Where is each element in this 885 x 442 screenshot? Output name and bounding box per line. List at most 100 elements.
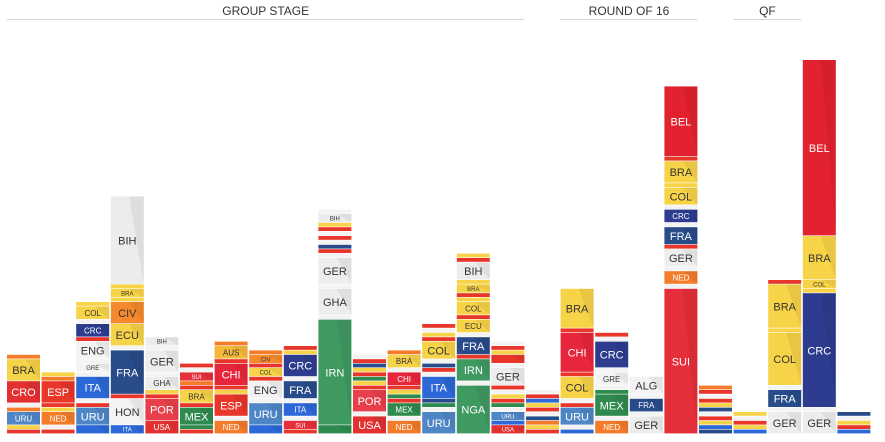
- segment-other1-14-11[interactable]: [456, 293, 490, 297]
- segment-other1-10-13[interactable]: [318, 227, 352, 231]
- segment-bih-4-11[interactable]: [110, 196, 144, 284]
- segment-sui-20-1[interactable]: [664, 288, 698, 434]
- segment-other1-16-9[interactable]: [526, 394, 559, 399]
- segment-other2-21-7[interactable]: [699, 403, 732, 407]
- segment-other1-12-4[interactable]: [387, 398, 421, 403]
- segment-other5-18-2[interactable]: [595, 416, 629, 421]
- segment-other7-16-4[interactable]: [526, 416, 559, 421]
- segment-other5-3-6[interactable]: [76, 372, 110, 377]
- segment-other1-8-7[interactable]: [249, 363, 283, 368]
- segment-other5-10-3[interactable]: [318, 315, 352, 319]
- segment-other1-22-3[interactable]: [733, 420, 767, 425]
- segment-crc-3-11[interactable]: [76, 324, 110, 337]
- segment-other7-21-1[interactable]: [699, 429, 732, 434]
- segment-other5-11-2[interactable]: [353, 412, 386, 416]
- segment-other2-9-9[interactable]: [283, 350, 317, 355]
- segment-other2-11-8[interactable]: [353, 368, 386, 372]
- segment-ger-10-6[interactable]: [318, 258, 352, 284]
- segment-other2-1-2[interactable]: [7, 425, 40, 429]
- segment-other1-16-6[interactable]: [526, 407, 559, 412]
- segment-other2-4-8[interactable]: [110, 297, 144, 302]
- segment-sui-6-8[interactable]: [180, 372, 213, 381]
- segment-other5-10-7[interactable]: [318, 253, 352, 258]
- segment-other2-24-4[interactable]: [802, 288, 836, 293]
- segment-other6-15-5[interactable]: [491, 403, 525, 407]
- segment-other1-13-11[interactable]: [422, 337, 456, 341]
- segment-hon-4-2[interactable]: [110, 398, 144, 425]
- segment-other1-7-5[interactable]: [214, 385, 248, 390]
- segment-ger-15-10[interactable]: [491, 368, 525, 385]
- segment-other5-21-5[interactable]: [699, 412, 732, 416]
- segment-gre-18-6[interactable]: [595, 372, 629, 385]
- segment-other1-15-9[interactable]: [491, 385, 525, 390]
- segment-other1-5-3[interactable]: [145, 394, 179, 399]
- segment-other1-20-6[interactable]: [664, 244, 698, 249]
- segment-other1-10-11[interactable]: [318, 236, 352, 240]
- segment-other1-17-7[interactable]: [560, 372, 594, 377]
- segment-other7-13-4[interactable]: [422, 398, 456, 403]
- segment-other2-13-12[interactable]: [422, 332, 456, 337]
- segment-other4-15-2[interactable]: [491, 420, 525, 425]
- segment-crc-18-8[interactable]: [595, 341, 629, 368]
- segment-por-11-3[interactable]: [353, 390, 386, 412]
- segment-other3-1-8[interactable]: [7, 354, 40, 359]
- segment-other4-22-1[interactable]: [733, 429, 767, 434]
- segment-bra-23-7[interactable]: [768, 284, 802, 328]
- segment-fra-4-4[interactable]: [110, 350, 144, 394]
- segment-other3-16-3[interactable]: [526, 420, 559, 425]
- segment-other5-17-2[interactable]: [560, 425, 594, 429]
- segment-other5-15-15[interactable]: [491, 341, 525, 346]
- segment-ned-1-4[interactable]: [7, 407, 40, 412]
- segment-other1-3-3[interactable]: [76, 403, 110, 407]
- segment-ger-24-1[interactable]: [802, 412, 836, 434]
- segment-other5-5-8[interactable]: [145, 346, 179, 350]
- segment-chi-7-6[interactable]: [214, 363, 248, 385]
- segment-other5-11-11[interactable]: [353, 354, 386, 359]
- segment-other1-6-6[interactable]: [180, 385, 213, 390]
- segment-other5-19-4[interactable]: [629, 394, 663, 399]
- segment-other5-18-7[interactable]: [595, 368, 629, 372]
- segment-other2-7-4[interactable]: [214, 390, 248, 394]
- segment-uru-1-3[interactable]: [7, 412, 40, 425]
- segment-mex-12-3[interactable]: [387, 403, 421, 416]
- segment-other5-10-12[interactable]: [318, 231, 352, 236]
- segment-other7-11-9[interactable]: [353, 363, 386, 368]
- segment-other1-21-8[interactable]: [699, 398, 732, 403]
- segment-other5-23-2[interactable]: [768, 407, 802, 412]
- segment-uru-15-3[interactable]: [491, 412, 525, 421]
- segment-bel-24-7[interactable]: [802, 60, 836, 236]
- segment-other4-17-1[interactable]: [560, 429, 594, 434]
- segment-other5-15-8[interactable]: [491, 390, 525, 394]
- segment-other5-22-4[interactable]: [733, 416, 767, 421]
- segment-bra-20-13[interactable]: [664, 161, 698, 183]
- segment-bih-10-15[interactable]: [318, 214, 352, 223]
- segment-ita-9-4[interactable]: [283, 403, 317, 416]
- segment-crc-24-3[interactable]: [802, 293, 836, 407]
- segment-other5-2-2[interactable]: [41, 425, 75, 429]
- segment-other2-15-7[interactable]: [491, 394, 525, 399]
- segment-chi-12-8[interactable]: [387, 372, 421, 385]
- segment-other6-18-4[interactable]: [595, 390, 629, 394]
- segment-other1-14-8[interactable]: [456, 315, 490, 319]
- segment-cro-1-6[interactable]: [7, 381, 40, 403]
- segment-col-23-5[interactable]: [768, 332, 802, 385]
- segment-other1-21-10[interactable]: [699, 390, 732, 394]
- segment-other3-12-11[interactable]: [387, 350, 421, 355]
- segment-other2-15-13[interactable]: [491, 350, 525, 355]
- segment-fra-19-3[interactable]: [629, 398, 663, 412]
- segment-other5-3-12[interactable]: [76, 319, 110, 324]
- segment-other5-13-2[interactable]: [422, 407, 456, 412]
- segment-other5-23-4[interactable]: [768, 385, 802, 390]
- segment-other3-6-7[interactable]: [180, 381, 213, 385]
- segment-other4-8-1[interactable]: [249, 425, 283, 434]
- segment-other2-20-12[interactable]: [664, 183, 698, 187]
- segment-other2-16-2[interactable]: [526, 425, 559, 429]
- segment-other5-20-8[interactable]: [664, 222, 698, 227]
- segment-other1-3-10[interactable]: [76, 337, 110, 341]
- segment-col-3-13[interactable]: [76, 306, 110, 319]
- segment-other2-11-5[interactable]: [353, 381, 386, 385]
- segment-other2-14-13[interactable]: [456, 280, 490, 284]
- segment-other3-2-7[interactable]: [41, 376, 75, 381]
- segment-other5-4-5[interactable]: [110, 346, 144, 350]
- segment-uru-13-1[interactable]: [422, 412, 456, 434]
